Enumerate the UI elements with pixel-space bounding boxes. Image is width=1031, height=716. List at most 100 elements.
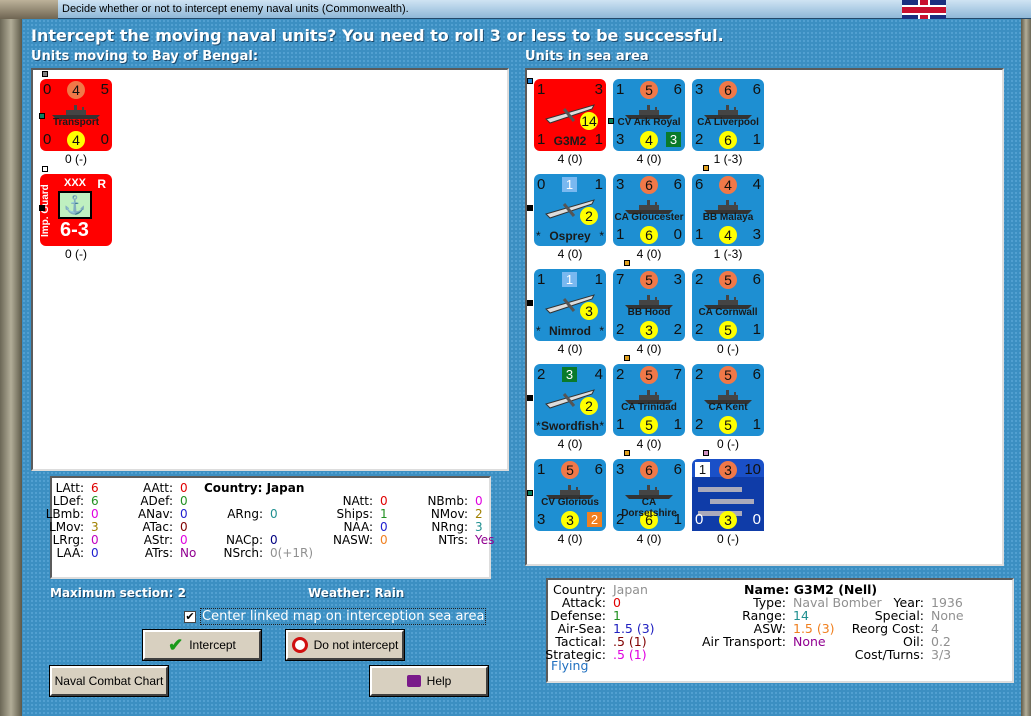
unit-counter[interactable]: 1 3 1 14 1 G3M2 <box>534 79 606 151</box>
help-button[interactable]: Help <box>369 665 489 697</box>
stat-value: 0 <box>270 507 278 521</box>
center-map-checkbox-row[interactable]: ✔ Center linked map on interception sea … <box>184 608 487 625</box>
window-menu-button[interactable] <box>0 0 58 19</box>
unit-marker-dot <box>608 118 614 124</box>
bottom-right-box: 2 <box>587 512 602 527</box>
unit-counter[interactable]: 2 6 5 2 5 1 CA Cornwall <box>692 269 764 341</box>
unit-caption: 4 (0) <box>557 247 583 261</box>
unit-stats-panel: Country: Japan LAtt: 6 LDef: 6 LBmb: 0 LMov: 3 L… <box>46 476 494 579</box>
stat-value: 0 <box>180 481 188 495</box>
center-map-checkbox[interactable]: ✔ <box>184 609 196 623</box>
moving-units-list[interactable]: 0 5 4 0 4 0 Transport 0 (-) Imp. Guard XXX R ⚓ 6-3 0 … <box>31 68 509 471</box>
info-label: Tactical: <box>555 634 606 649</box>
top-left-value: 7 <box>616 271 625 288</box>
info-label: ASW: <box>753 621 786 636</box>
stat-label: Ships: <box>336 507 373 521</box>
unit-counter[interactable]: 0 5 4 0 4 0 Transport <box>40 79 112 151</box>
bottom-left-value: 1 <box>616 226 625 243</box>
unit-counter[interactable]: 3 6 6 2 6 1 CA Dorsetshire <box>613 459 685 531</box>
top-center-circle: 5 <box>561 461 579 479</box>
unit-counter[interactable]: 0 1 1 2 Osprey * * <box>534 174 606 246</box>
stat-value: 2 <box>475 507 483 521</box>
top-left-value: 1 <box>537 461 546 478</box>
stat-value: 0 <box>380 494 388 508</box>
unit-name: CV Ark Royal <box>617 117 681 128</box>
aircraft-icon <box>544 386 596 409</box>
top-square-value: 1 <box>695 462 710 477</box>
book-icon <box>406 675 421 687</box>
top-right-value: 4 <box>594 366 603 383</box>
stat-value: 0 <box>475 494 483 508</box>
unit-counter[interactable]: 1 6 5 3 4 3 CV Ark Royal <box>613 79 685 151</box>
stat-label: LDef: <box>52 494 84 508</box>
unit-name: Transport <box>52 117 100 128</box>
top-right-value: 1 <box>594 176 603 193</box>
bottom-right-value: 0 <box>673 226 682 243</box>
bottom-left-value: 1 <box>695 226 704 243</box>
info-value: Japan <box>613 582 648 597</box>
star-marker: * <box>536 324 541 338</box>
do-not-intercept-button[interactable]: Do not intercept <box>285 629 405 661</box>
top-left-value: 6 <box>695 176 704 193</box>
dialog-body: Intercept the moving naval units? You ne… <box>22 19 1021 716</box>
top-square-value: 3 <box>562 367 577 382</box>
sea-units-list[interactable]: 1 3 1 14 1 G3M2 4 (0) 1 6 5 3 4 3 CV Ark Royal 4 (0) 3 6… <box>525 68 1004 566</box>
stat-value: 0 <box>91 507 99 521</box>
bottom-right-value: 1 <box>673 416 682 433</box>
ship-icon <box>623 101 675 121</box>
unit-marker-dot <box>624 355 630 361</box>
unit-marker-dot <box>527 395 533 401</box>
unit-name: Osprey <box>549 229 591 243</box>
unit-caption: 4 (0) <box>636 342 662 356</box>
weather: Weather: Rain <box>308 586 405 600</box>
unit-counter[interactable]: 1 6 5 3 3 2 CV Glorious <box>534 459 606 531</box>
uk-flag-icon <box>902 0 946 20</box>
info-label: Attack: <box>561 595 606 610</box>
unit-counter[interactable]: 10 3 1 0 3 0 <box>692 459 764 531</box>
unit-counter[interactable]: 1 1 1 3 Nimrod * * <box>534 269 606 341</box>
unit-name: CA Dorsetshire <box>621 497 677 519</box>
no-entry-icon <box>291 637 308 653</box>
unit-counter[interactable]: 7 3 5 2 3 2 BB Hood <box>613 269 685 341</box>
stat-value: 0 <box>91 533 99 547</box>
unit-name: G3M2 <box>553 134 587 148</box>
chart-label: Naval Combat Chart <box>54 674 164 688</box>
unit-marker-dot <box>703 165 709 171</box>
ship-icon <box>702 196 754 216</box>
unit-counter[interactable]: 2 4 3 2 Swordfish * * <box>534 364 606 436</box>
unit-caption: 4 (0) <box>636 437 662 451</box>
window-title: Decide whether or not to intercept enemy… <box>62 3 409 15</box>
star-marker: * <box>599 324 604 338</box>
top-right-value: 6 <box>594 461 603 478</box>
stat-label: NMov: <box>430 507 468 521</box>
info-label: Oil: <box>903 634 924 649</box>
help-label: Help <box>426 674 452 688</box>
stat-value: 0 <box>380 520 388 534</box>
info-label: Country: <box>553 582 606 597</box>
unit-counter[interactable]: 2 7 5 1 5 1 CA Trinidad <box>613 364 685 436</box>
unit-caption: 4 (0) <box>636 532 662 546</box>
unit-counter[interactable]: 2 6 5 2 5 1 CA Kent <box>692 364 764 436</box>
star-marker: * <box>599 419 604 433</box>
top-right-value: 6 <box>673 81 682 98</box>
unit-name: CV Glorious <box>541 497 599 508</box>
bottom-right-value: 1 <box>752 131 761 148</box>
info-value: 1936 <box>931 595 963 610</box>
info-value: 1.5 (3) <box>793 621 835 636</box>
star-marker: * <box>536 229 541 243</box>
stat-value: 1 <box>380 507 388 521</box>
unit-caption: 0 (-) <box>65 247 87 261</box>
ship-icon <box>623 481 675 501</box>
unit-counter[interactable]: 3 6 6 2 6 1 CA Liverpool <box>692 79 764 151</box>
stat-label: ATac: <box>142 520 173 534</box>
bottom-left-value: 3 <box>616 131 625 148</box>
unit-name: CA Cornwall <box>698 307 758 318</box>
intercept-button[interactable]: ✔ Intercept <box>142 629 262 661</box>
unit-counter[interactable]: 6 4 4 1 4 3 BB Malaya <box>692 174 764 246</box>
unit-counter[interactable]: Imp. Guard XXX R ⚓ 6-3 <box>40 174 112 246</box>
unit-caption: 1 (-3) <box>713 247 743 261</box>
naval-combat-chart-button[interactable]: Naval Combat Chart <box>49 665 169 697</box>
info-value: .5 (1) <box>613 634 647 649</box>
unit-counter[interactable]: 3 6 6 1 6 0 CA Gloucester <box>613 174 685 246</box>
bottom-center-circle: 5 <box>719 321 737 339</box>
